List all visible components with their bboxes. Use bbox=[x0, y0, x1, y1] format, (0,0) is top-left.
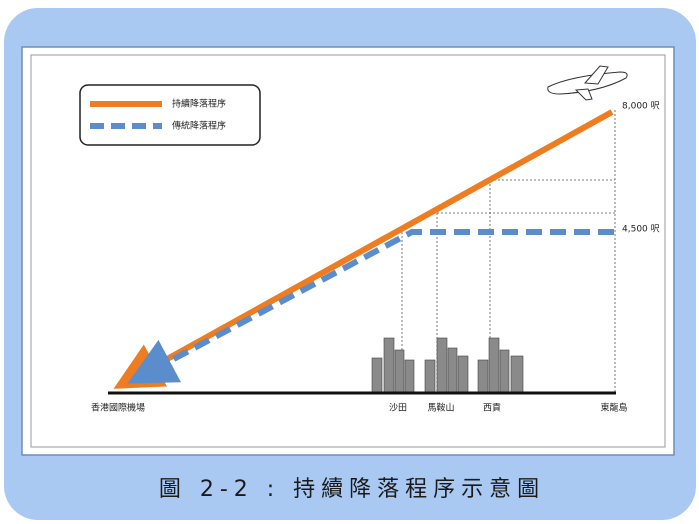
place-label: 西貢 bbox=[483, 403, 501, 414]
continuous-descent bbox=[113, 109, 614, 389]
conventional-descent bbox=[127, 229, 614, 384]
place-label: 香港國際機場 bbox=[91, 402, 145, 414]
place-label: 沙田 bbox=[389, 403, 407, 414]
place-label: 東龍島 bbox=[600, 402, 627, 414]
altitude-label: 8,000 呎 bbox=[622, 101, 660, 112]
legend-box bbox=[79, 84, 261, 146]
buildings bbox=[371, 337, 524, 394]
altitude-label: 4,500 呎 bbox=[622, 224, 660, 235]
legend-label: 傳統降落程序 bbox=[172, 120, 226, 132]
legend-label: 持續降落程序 bbox=[172, 98, 226, 110]
plane-icon bbox=[547, 65, 628, 101]
place-label: 馬鞍山 bbox=[427, 402, 454, 414]
caption: 圖 2-2 : 持續降落程序示意圖 bbox=[159, 477, 545, 502]
